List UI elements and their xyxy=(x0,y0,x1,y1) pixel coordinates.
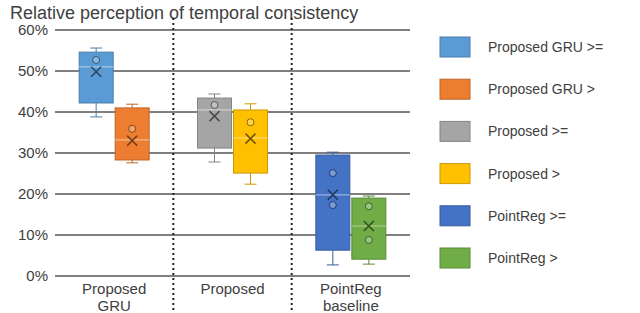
grid-line xyxy=(55,276,410,277)
category-label-line: PointReg xyxy=(320,280,382,297)
legend-label: Proposed GRU > xyxy=(488,81,595,97)
box xyxy=(79,52,113,103)
whisker-cap-lower xyxy=(245,184,257,185)
category-label: ProposedGRU xyxy=(82,280,146,313)
whisker-upper xyxy=(250,104,251,110)
data-point xyxy=(365,203,372,210)
legend-swatch xyxy=(440,206,470,226)
legend: Proposed GRU >= Proposed GRU > Proposed >=… xyxy=(440,37,603,268)
y-tick-label: 50% xyxy=(18,62,48,79)
whisker-cap-upper xyxy=(245,103,257,104)
legend-label: Proposed GRU >= xyxy=(488,39,603,55)
legend-label: PointReg > xyxy=(488,250,558,266)
box xyxy=(316,155,350,250)
mean-marker xyxy=(210,111,220,121)
data-point xyxy=(93,56,100,63)
chart: Relative perception of temporal consiste… xyxy=(0,0,640,313)
whisker-lower xyxy=(250,173,251,184)
group-separator xyxy=(291,18,293,310)
box xyxy=(352,198,386,259)
whisker-cap-lower xyxy=(90,116,102,117)
data-point xyxy=(329,202,336,209)
box xyxy=(234,110,268,173)
y-tick-label: 0% xyxy=(26,267,48,284)
legend-swatch xyxy=(440,164,470,184)
y-tick-label: 30% xyxy=(18,144,48,161)
whisker-cap-upper xyxy=(90,48,102,49)
y-tick-label: 60% xyxy=(18,21,48,38)
category-label-line: GRU xyxy=(97,297,130,313)
legend-label: Proposed > xyxy=(488,166,560,182)
mean-marker xyxy=(328,190,338,200)
whisker-cap-lower xyxy=(209,162,221,163)
whisker-upper xyxy=(132,104,133,108)
category-label-line: Proposed xyxy=(200,280,264,297)
whisker-cap-upper xyxy=(363,196,375,197)
data-point xyxy=(329,170,336,177)
whisker-cap-upper xyxy=(327,152,339,153)
group-separator xyxy=(172,18,174,310)
grid-line xyxy=(55,30,410,31)
legend-swatch xyxy=(440,37,470,57)
legend-label: PointReg >= xyxy=(488,208,566,224)
mean-marker xyxy=(91,67,101,77)
whisker-lower xyxy=(332,250,333,265)
category-label-line: baseline xyxy=(323,297,379,313)
whisker-lower xyxy=(368,259,369,264)
legend-swatch xyxy=(440,121,470,141)
y-tick-label: 20% xyxy=(18,185,48,202)
whisker-lower xyxy=(96,103,97,117)
legend-label: Proposed >= xyxy=(488,123,568,139)
whisker-cap-lower xyxy=(126,162,138,163)
marks xyxy=(79,48,386,265)
box xyxy=(115,108,149,160)
data-point xyxy=(211,102,218,109)
data-point xyxy=(365,236,372,243)
box xyxy=(198,98,232,148)
y-tick-label: 10% xyxy=(18,226,48,243)
mean-marker xyxy=(246,134,256,144)
grid-line xyxy=(55,153,410,154)
whisker-cap-lower xyxy=(363,264,375,265)
legend-swatch xyxy=(440,79,470,99)
grid-line xyxy=(55,194,410,195)
title: Relative perception of temporal consiste… xyxy=(10,3,358,23)
whisker-upper xyxy=(214,94,215,98)
data-point xyxy=(247,119,254,126)
y-tick-label: 40% xyxy=(18,103,48,120)
whisker-cap-upper xyxy=(126,104,138,105)
whisker-cap-upper xyxy=(209,93,221,94)
whisker-lower xyxy=(214,148,215,162)
category-label: PointRegbaseline xyxy=(320,280,382,313)
median xyxy=(198,109,232,110)
grid-line xyxy=(55,112,410,113)
whisker-cap-lower xyxy=(327,264,339,265)
whisker-upper xyxy=(96,48,97,52)
mean-marker xyxy=(127,136,137,146)
legend-swatch xyxy=(440,248,470,268)
mean-marker xyxy=(364,221,374,231)
category-label-line: Proposed xyxy=(82,280,146,297)
median xyxy=(79,66,113,67)
data-point xyxy=(129,125,136,132)
category-label: Proposed xyxy=(200,280,264,297)
